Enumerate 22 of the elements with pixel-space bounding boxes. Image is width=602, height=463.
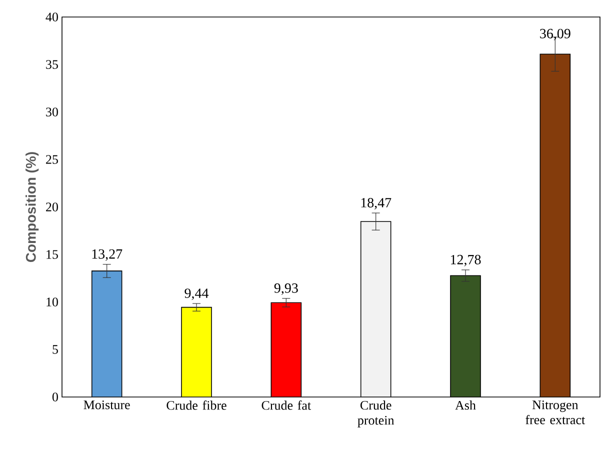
y-tick-label: 15 [46, 250, 58, 259]
x-tick-label: Crude fat [262, 400, 311, 410]
x-tick-label: Crude protein [358, 400, 394, 428]
y-axis-title: Composition (%) [26, 152, 39, 262]
y-tick-label: 5 [52, 345, 58, 354]
y-tick-label: 20 [46, 202, 58, 212]
data-label: 9,93 [274, 283, 298, 295]
y-tick-label: 25 [46, 155, 58, 164]
y-tick-label: 40 [46, 12, 58, 22]
x-tick-label: Ash [455, 400, 476, 410]
y-tick-label: 35 [46, 60, 58, 69]
data-label: 9,44 [184, 288, 209, 300]
y-tick-label: 0 [52, 392, 58, 402]
x-tick-label: Moisture [84, 400, 130, 410]
y-tick-label: 10 [46, 298, 58, 306]
data-label: 18,47 [361, 198, 392, 210]
data-label: 13,27 [92, 249, 122, 261]
y-tick-label: 30 [46, 108, 58, 116]
data-label: 12,78 [450, 254, 481, 266]
x-tick-label: Crude fibre [166, 400, 226, 410]
x-tick-label: Nitrogen free extract [526, 400, 586, 424]
data-label: 36,09 [540, 28, 570, 40]
